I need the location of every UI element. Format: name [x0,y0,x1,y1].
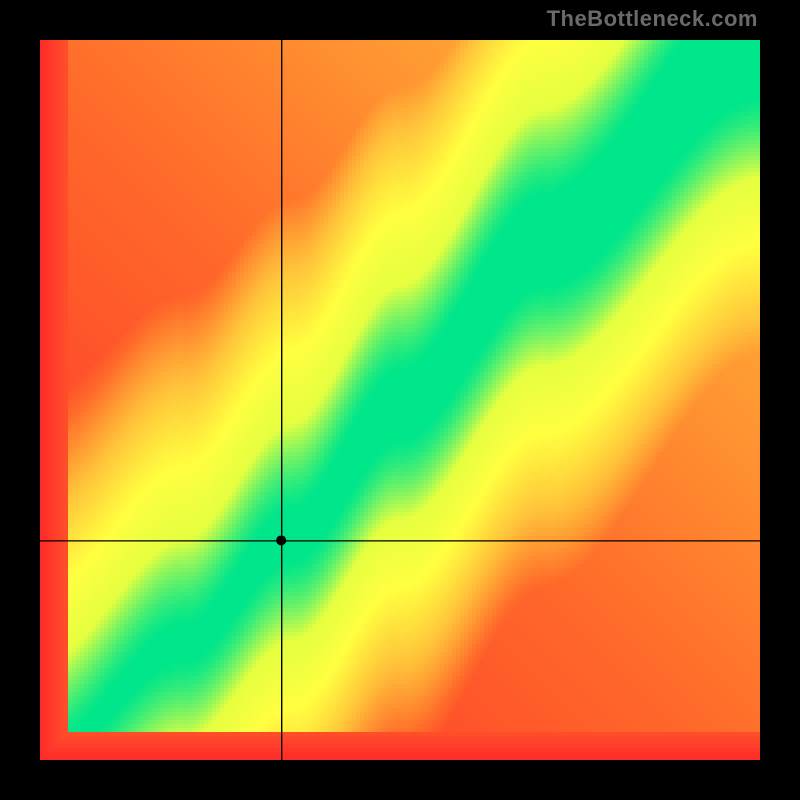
heatmap-canvas [40,40,760,760]
plot-area [40,40,760,760]
watermark-text: TheBottleneck.com [547,6,758,32]
chart-frame: TheBottleneck.com [0,0,800,800]
